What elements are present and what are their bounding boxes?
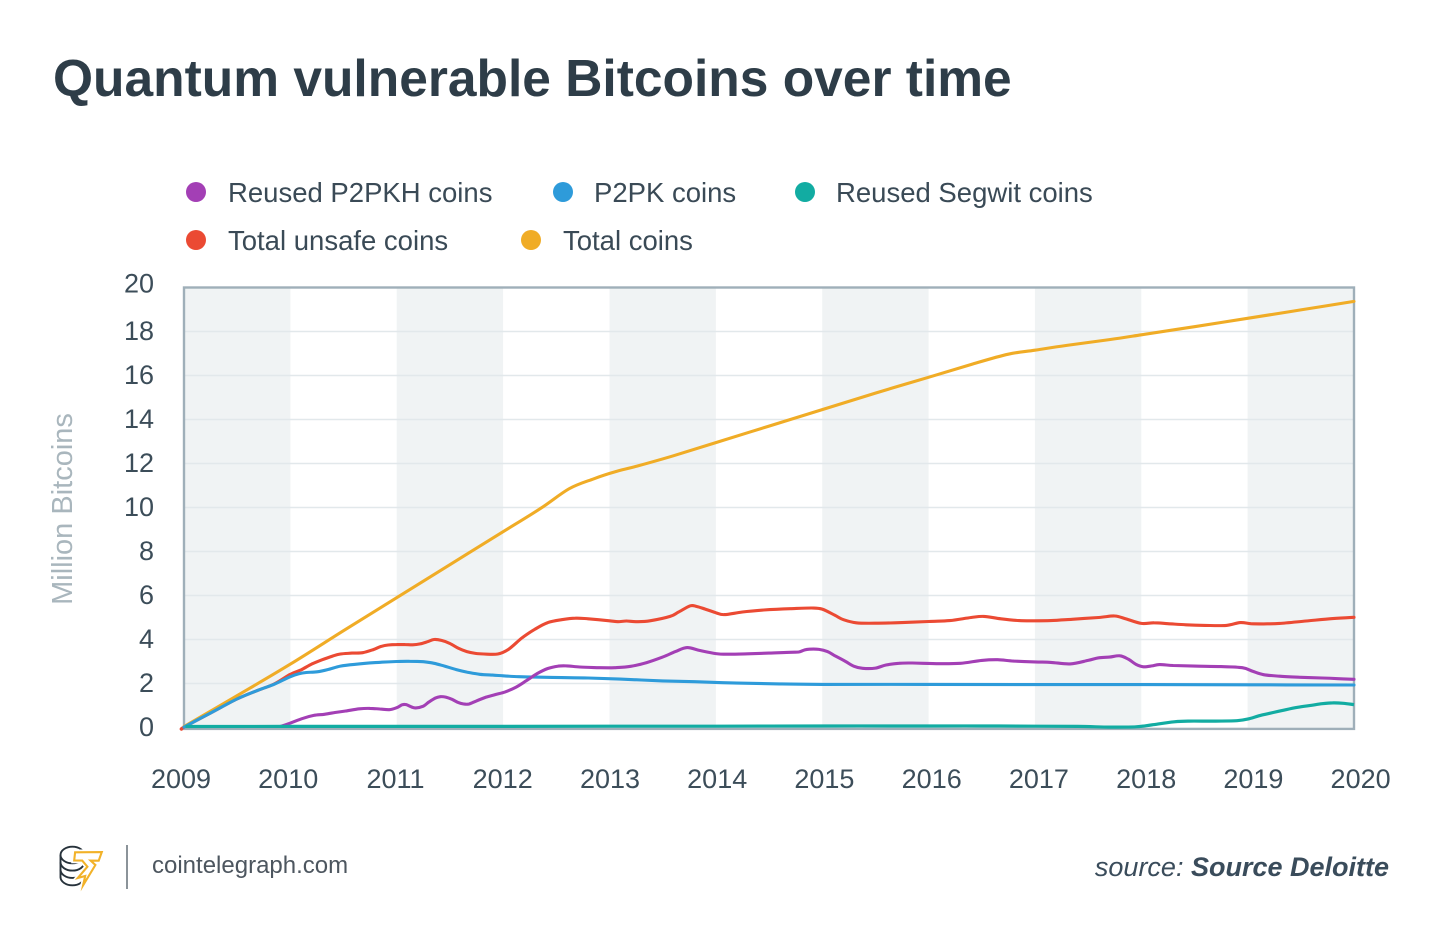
svg-text:2013: 2013 — [580, 764, 640, 794]
svg-text:6: 6 — [139, 580, 154, 610]
svg-text:8: 8 — [139, 536, 154, 566]
svg-text:2011: 2011 — [366, 764, 424, 794]
svg-text:2018: 2018 — [1116, 764, 1176, 794]
svg-text:2019: 2019 — [1223, 764, 1283, 794]
svg-text:16: 16 — [124, 360, 154, 390]
svg-text:10: 10 — [124, 492, 154, 522]
svg-text:2012: 2012 — [473, 764, 533, 794]
svg-text:2010: 2010 — [258, 764, 318, 794]
svg-text:12: 12 — [124, 448, 154, 478]
svg-text:14: 14 — [124, 404, 154, 434]
svg-text:4: 4 — [139, 624, 154, 654]
svg-text:0: 0 — [139, 712, 154, 742]
svg-text:2014: 2014 — [687, 764, 747, 794]
svg-text:20: 20 — [124, 269, 154, 299]
svg-text:2015: 2015 — [794, 764, 854, 794]
svg-text:2016: 2016 — [902, 764, 962, 794]
svg-text:2017: 2017 — [1009, 764, 1069, 794]
svg-text:2: 2 — [139, 668, 154, 698]
svg-text:18: 18 — [124, 316, 154, 346]
svg-text:2020: 2020 — [1331, 764, 1391, 794]
svg-text:2009: 2009 — [151, 764, 211, 794]
svg-text:Million Bitcoins: Million Bitcoins — [47, 413, 79, 605]
